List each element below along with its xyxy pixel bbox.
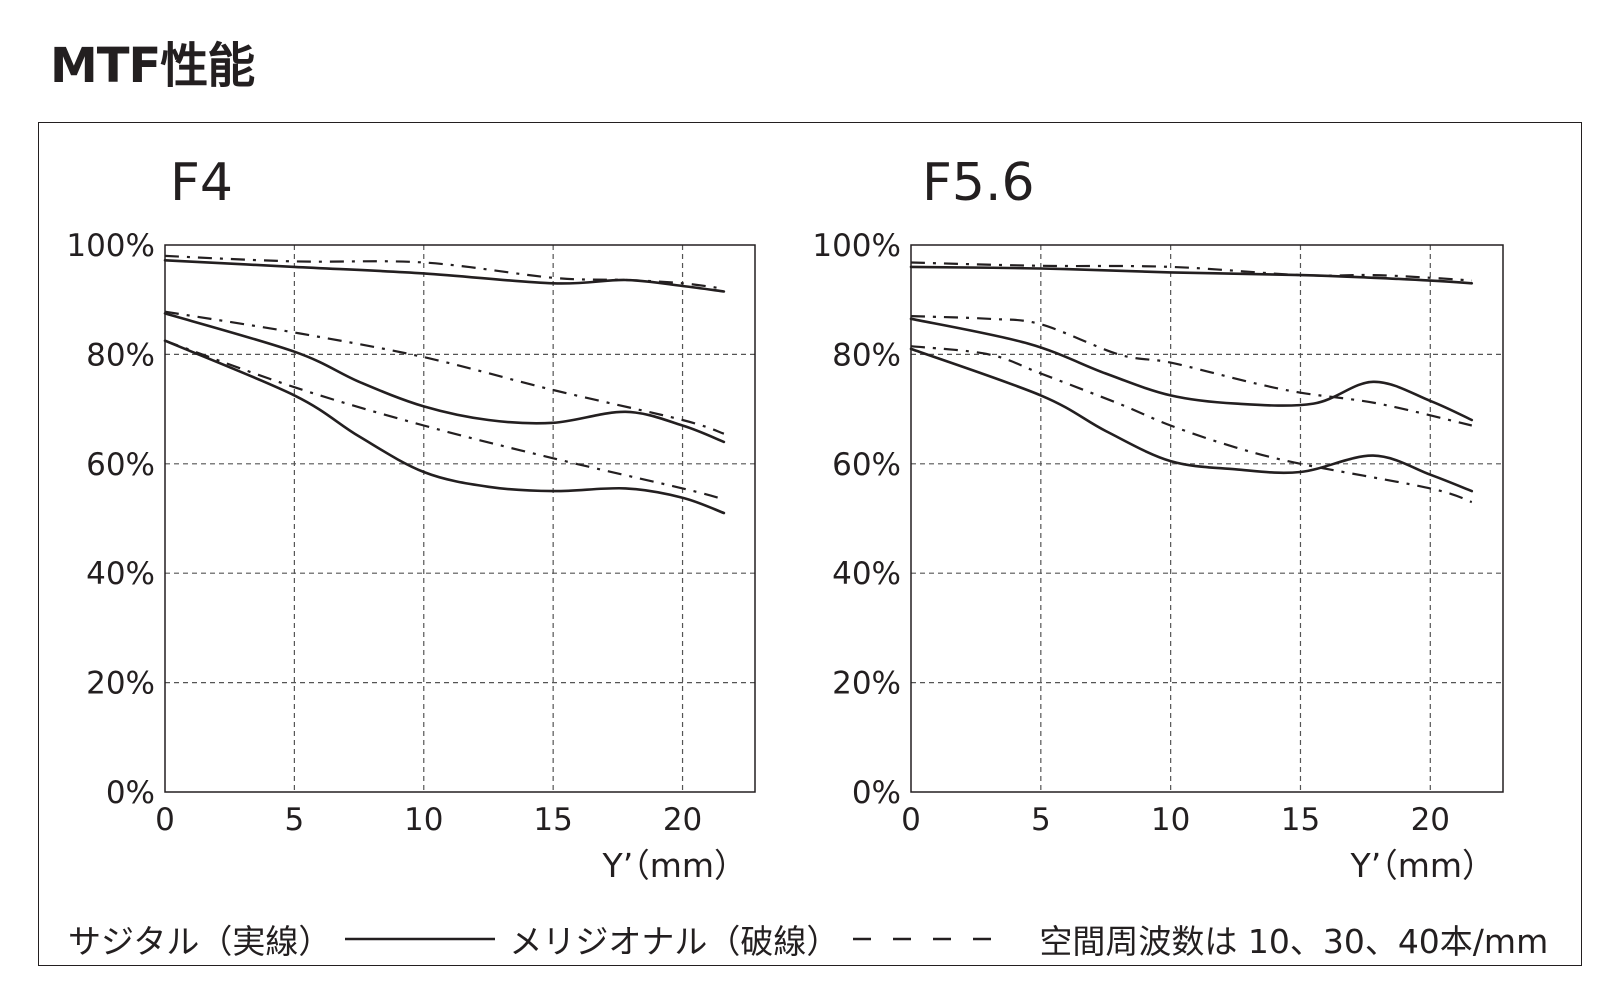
x-tick-label: 20	[663, 802, 702, 838]
x-axis-label: Y’（mm）	[602, 846, 747, 885]
x-tick-label: 0	[901, 802, 921, 838]
x-tick-label: 15	[1281, 802, 1320, 838]
plot-area-border	[910, 244, 1504, 793]
sagittal-curve	[163, 339, 726, 515]
sagittal-curve	[909, 347, 1474, 493]
y-tick-label: 60%	[832, 447, 901, 483]
legend: サジタル（実線） メリジオナル（破線） 空間周波数は 10、30、40本/mm	[68, 915, 1548, 963]
x-tick-label: 15	[533, 802, 572, 838]
chart-f5-6: F5.6 0% 20% 40% 60% 80% 100% 0 5 10 15 20 Y’（mm）	[812, 153, 1504, 885]
chart-title: F5.6	[922, 153, 1035, 213]
chart-title: F4	[170, 153, 233, 213]
legend-frequency-note: 空間周波数は 10、30、40本/mm	[1039, 922, 1549, 961]
x-tick-label: 5	[1031, 802, 1051, 838]
sagittal-curve	[909, 265, 1474, 285]
chart-f4: F4 0% 20% 40% 60% 80% 100% 0 5 10 15 20 Y’（mm）	[66, 153, 756, 885]
x-axis-label: Y’（mm）	[1350, 846, 1495, 885]
y-tick-label: 100%	[66, 228, 155, 264]
x-tick-label: 0	[155, 802, 175, 838]
sagittal-curve	[163, 312, 726, 444]
x-tick-label: 5	[285, 802, 305, 838]
y-tick-label: 40%	[86, 556, 155, 592]
page-title: MTF性能	[50, 38, 255, 94]
legend-solid-line-swatch	[345, 937, 496, 941]
meridional-curve	[910, 345, 1473, 504]
plot-area-border	[164, 244, 756, 793]
x-tick-label: 20	[1411, 802, 1450, 838]
legend-dashed-line-swatch	[853, 937, 1010, 941]
y-tick-label: 20%	[86, 666, 155, 702]
y-tick-label: 0%	[852, 775, 901, 811]
meridional-curve	[164, 339, 725, 501]
meridional-curve	[910, 315, 1473, 427]
meridional-curve	[164, 310, 725, 435]
x-tick-label: 10	[1151, 802, 1190, 838]
sagittal-curve	[909, 317, 1474, 422]
y-tick-label: 100%	[812, 228, 901, 264]
y-tick-label: 40%	[832, 556, 901, 592]
y-tick-label: 80%	[832, 337, 901, 373]
y-tick-label: 20%	[832, 666, 901, 702]
x-tick-label: 10	[404, 802, 443, 838]
meridional-curve	[164, 254, 725, 290]
y-tick-label: 80%	[86, 337, 155, 373]
sagittal-curve	[163, 259, 726, 293]
y-tick-label: 60%	[86, 447, 155, 483]
legend-meridional-label: メリジオナル（破線）	[509, 922, 840, 961]
legend-sagittal-label: サジタル（実線）	[68, 922, 332, 961]
y-tick-label: 0%	[106, 775, 155, 811]
chart-frame	[38, 122, 1582, 966]
